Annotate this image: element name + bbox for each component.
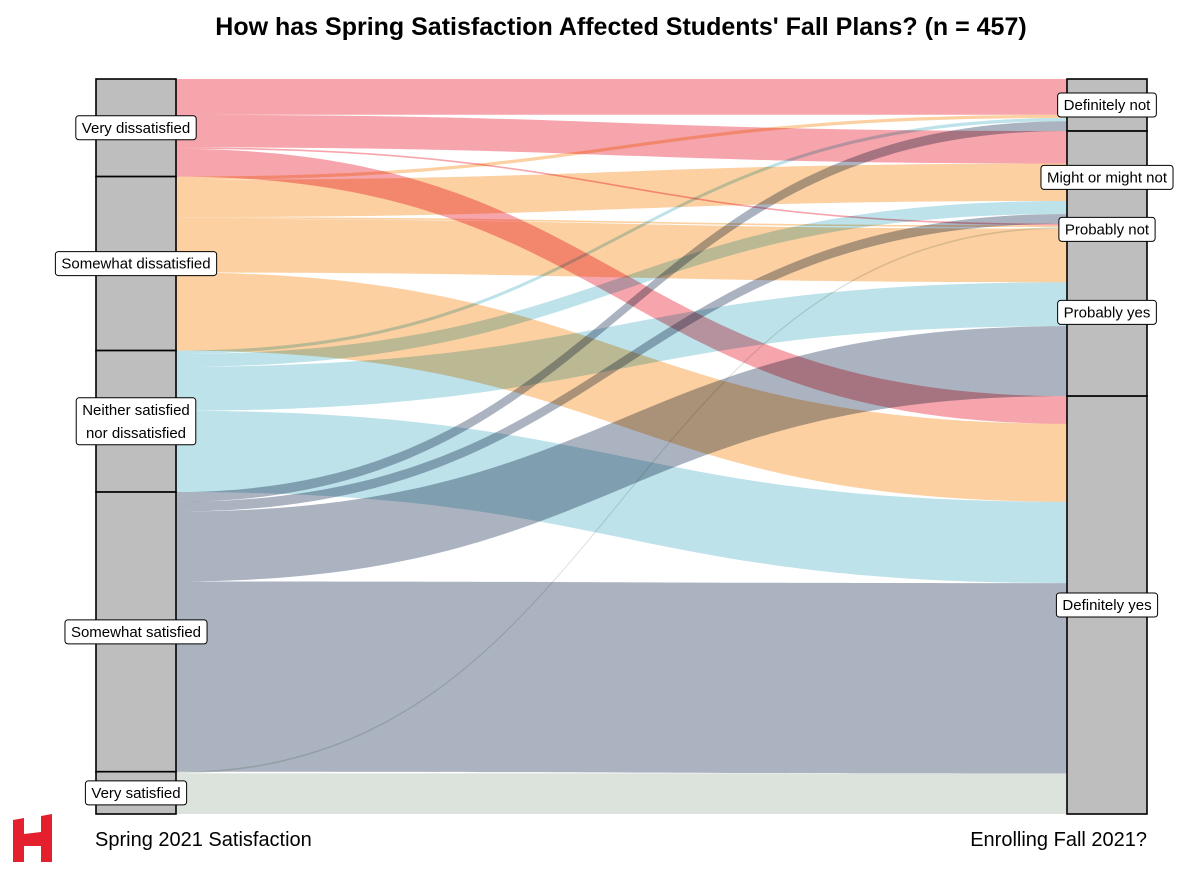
- label-box: [1057, 299, 1157, 325]
- flow-neither-satisfied-nor-dissatisfied-to-might-or-might-not: [176, 200, 1067, 367]
- flow-very-dissatisfied-to-might-or-might-not: [176, 114, 1067, 164]
- flow-somewhat-satisfied-to-definitely-yes: [176, 581, 1067, 774]
- target-label-might-or-might-not: Might or might not: [1040, 164, 1174, 190]
- flow-layer: [176, 79, 1067, 814]
- label-text: nor dissatisfied: [86, 425, 186, 442]
- label-text: Somewhat dissatisfied: [61, 256, 210, 273]
- label-text: Very dissatisfied: [82, 120, 190, 137]
- logo-icon: [13, 814, 52, 862]
- flow-somewhat-dissatisfied-to-definitely-yes: [176, 272, 1067, 502]
- flow-somewhat-satisfied-to-might-or-might-not: [176, 213, 1067, 512]
- flow-somewhat-dissatisfied-to-might-or-might-not: [176, 163, 1067, 218]
- label-layer: Very dissatisfied Somewhat dissatisfied Ne…: [54, 92, 1174, 806]
- label-box: [54, 251, 218, 277]
- source-label-somewhat-satisfied: Somewhat satisfied: [64, 619, 208, 645]
- label-box: [1058, 216, 1156, 242]
- left-axis-label: Spring 2021 Satisfaction: [95, 829, 312, 851]
- chart-title: How has Spring Satisfaction Affected Stu…: [215, 13, 1026, 41]
- target-label-definitely-yes: Definitely yes: [1055, 592, 1159, 618]
- flow-somewhat-satisfied-to-definitely-not: [176, 121, 1067, 502]
- flow-very-satisfied-to-probably-not: [176, 226, 1067, 774]
- flow-somewhat-dissatisfied-to-definitely-not: [176, 114, 1067, 180]
- right-axis-label: Enrolling Fall 2021?: [970, 829, 1147, 851]
- label-box: [75, 115, 197, 141]
- label-box: [84, 780, 188, 806]
- label-text: Very satisfied: [91, 785, 180, 802]
- label-text: Definitely yes: [1062, 597, 1151, 614]
- source-label-neither-satisfied-nor-dissatisfied: Neither satisfied nor dissatisfied: [75, 397, 197, 446]
- label-text: Probably not: [1065, 221, 1150, 238]
- flow-very-satisfied-to-definitely-yes: [176, 773, 1067, 814]
- flow-somewhat-satisfied-to-probably-yes: [176, 326, 1067, 582]
- label-box: [1055, 592, 1159, 618]
- label-box: [1040, 164, 1174, 190]
- label-text: Definitely not: [1064, 97, 1152, 114]
- flow-neither-satisfied-nor-dissatisfied-to-definitely-not: [176, 118, 1067, 354]
- flow-very-dissatisfied-to-definitely-not: [176, 79, 1067, 115]
- label-box: [75, 397, 197, 446]
- target-label-definitely-not: Definitely not: [1057, 92, 1157, 118]
- flow-neither-satisfied-nor-dissatisfied-to-probably-yes: [176, 282, 1067, 411]
- target-label-probably-yes: Probably yes: [1057, 299, 1157, 325]
- label-text: Might or might not: [1047, 169, 1168, 186]
- source-label-somewhat-dissatisfied: Somewhat dissatisfied: [54, 251, 218, 277]
- label-text: Neither satisfied: [82, 402, 190, 419]
- label-text: Probably yes: [1064, 304, 1151, 321]
- label-text: Somewhat satisfied: [71, 624, 201, 641]
- h-logo: [13, 814, 52, 862]
- label-box: [1057, 92, 1157, 118]
- source-label-very-satisfied: Very satisfied: [84, 780, 188, 806]
- flow-somewhat-dissatisfied-to-probably-yes: [176, 218, 1067, 283]
- target-label-probably-not: Probably not: [1058, 216, 1156, 242]
- source-label-very-dissatisfied: Very dissatisfied: [75, 115, 197, 141]
- label-box: [64, 619, 208, 645]
